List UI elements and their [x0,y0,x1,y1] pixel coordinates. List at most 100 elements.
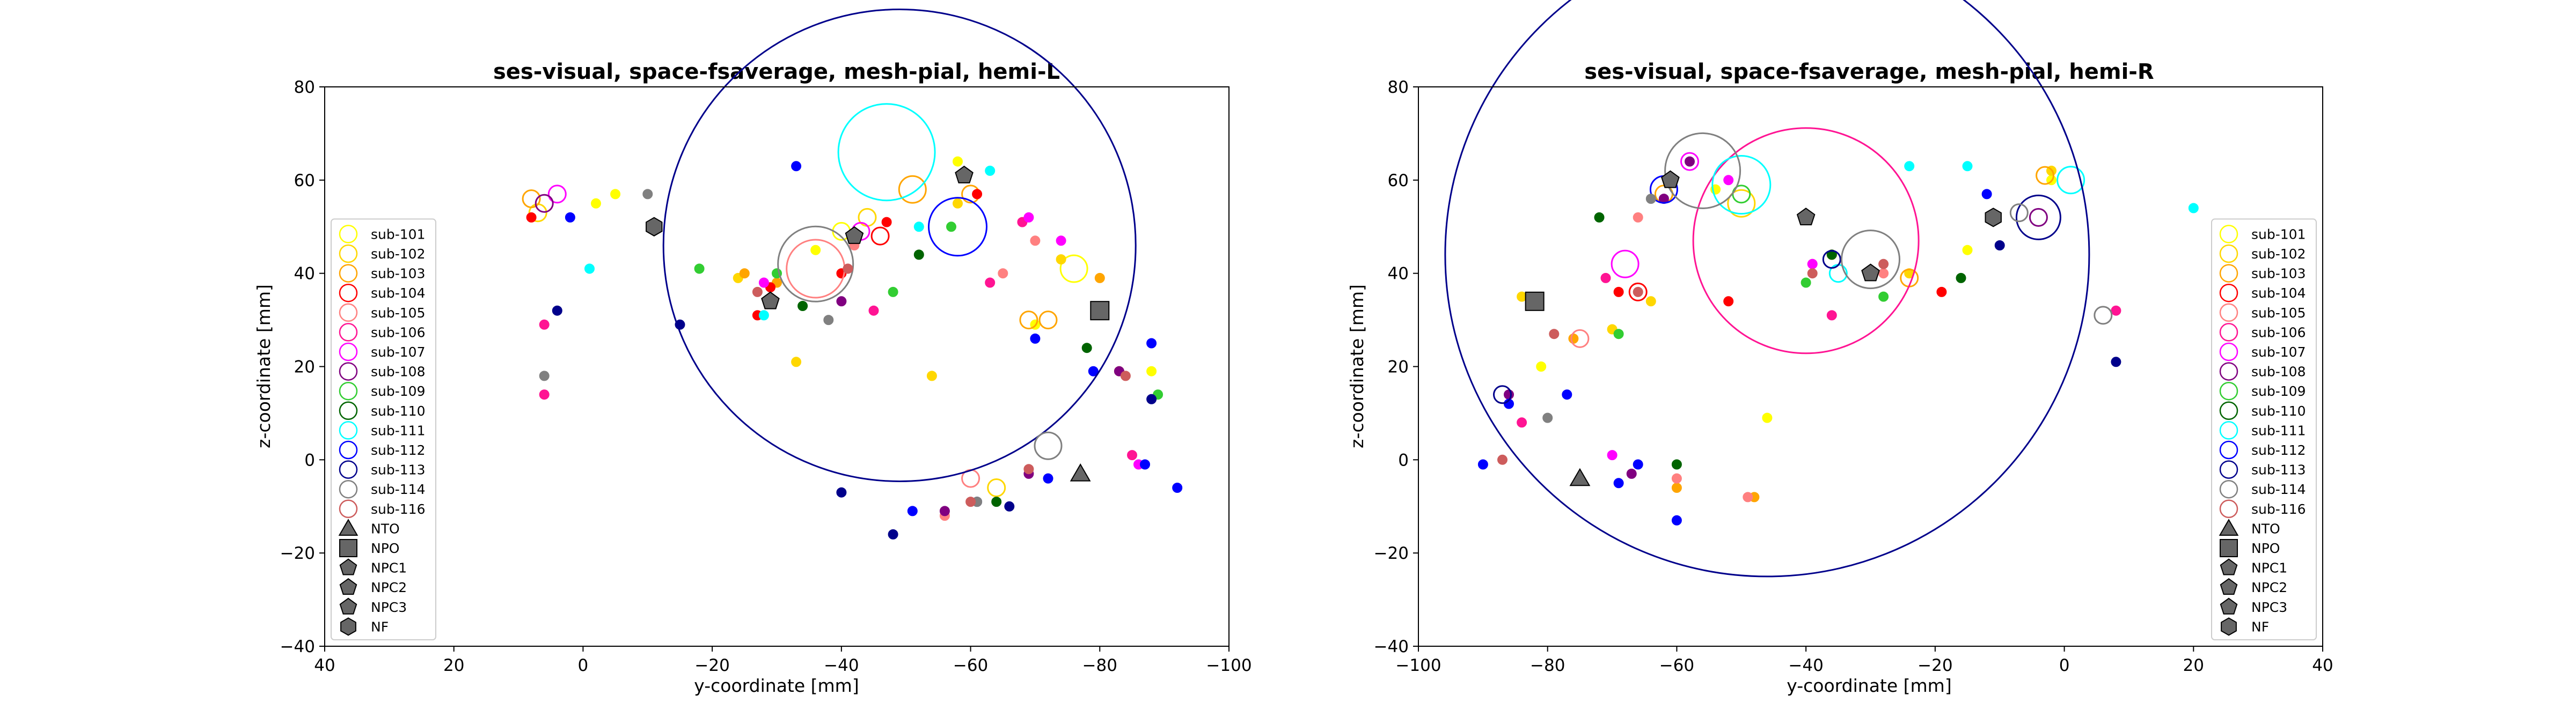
data-point-sub-101 [1059,254,1088,283]
data-point-sub-113 [1994,240,2005,250]
legend-swatch-sub-111 [2219,421,2238,440]
legend-swatch-sub-104 [339,283,358,302]
data-point-sub-113 [1493,385,1512,404]
data-point-sub-113 [662,9,1137,482]
x-tick-label: 0 [578,656,589,675]
legend-swatch-sub-110 [339,401,358,420]
marker-npc3 [955,165,974,183]
legend-label-sub-105: sub-105 [371,305,425,321]
data-point-sub-116 [1497,454,1507,465]
legend-swatch-sub-104 [2219,283,2238,302]
y-axis-label-left: z-coordinate [mm] [253,284,274,448]
data-point-sub-111 [2057,166,2085,195]
data-point-sub-107 [1023,212,1034,223]
legend-swatch-sub-114 [2219,479,2238,499]
data-point-sub-109 [1613,329,1624,339]
legend-right: sub-101 sub-102 sub-103 sub-104 sub-105 sub-1… [2211,218,2317,640]
legend-left: sub-101 sub-102 sub-103 sub-104 sub-105 sub-1… [331,218,436,640]
data-point-sub-101 [1536,361,1547,372]
x-tick-label: 40 [314,656,335,675]
x-tick-label: −80 [1082,656,1117,675]
data-point-sub-114 [777,225,854,302]
data-point-sub-114 [1664,132,1741,209]
data-point-sub-108 [2029,208,2048,227]
data-point-sub-109 [1801,277,1811,288]
data-point-sub-102 [987,478,1006,497]
legend-label-sub-116: sub-116 [2251,501,2306,517]
legend-label-sub-112: sub-112 [2251,442,2306,458]
data-point-sub-101 [591,198,601,209]
legend-swatch-sub-108 [2219,362,2238,381]
y-tick-label: −40 [280,637,315,656]
data-point-sub-116 [1807,268,1818,279]
data-point-sub-113 [552,305,562,316]
data-point-sub-112 [1477,459,1488,470]
data-point-sub-112 [1172,483,1183,493]
legend-swatch-sub-109 [2219,381,2238,401]
legend-swatch-sub-113 [2219,460,2238,479]
x-tick-label: −80 [1530,656,1565,675]
data-point-sub-114 [2009,203,2029,223]
legend-label-sub-116: sub-116 [371,501,425,517]
legend-swatch-npc2 [339,578,357,595]
legend-label-sub-101: sub-101 [2251,226,2306,242]
legend-label-npo: NPO [2251,541,2280,556]
legend-label-sub-112: sub-112 [371,442,425,458]
data-point-sub-101 [1962,245,1973,255]
chart-panel-right: ses-visual, space-fsaverage, mesh-pial, … [1346,0,2333,696]
data-point-sub-113 [1004,501,1015,512]
data-point-sub-108 [535,194,554,213]
data-point-sub-102 [953,198,963,209]
x-tick-label: −60 [953,656,988,675]
data-point-sub-108 [836,296,847,307]
legend-swatch-sub-102 [2219,244,2238,263]
data-point-sub-105 [998,268,1008,279]
data-point-sub-111 [985,165,996,176]
data-point-sub-110 [913,249,924,260]
legend-label-sub-102: sub-102 [2251,246,2306,262]
data-point-sub-106 [539,319,550,330]
data-point-sub-112 [1140,459,1150,470]
data-layer-right [1444,0,2199,578]
data-point-sub-110 [1826,249,1837,260]
legend-label-sub-108: sub-108 [2251,364,2306,380]
data-point-sub-112 [1613,478,1624,489]
data-point-sub-104 [1936,286,1947,297]
data-point-sub-102 [1727,189,1756,218]
legend-swatch-sub-116 [2219,499,2238,519]
data-point-sub-103 [739,268,750,279]
legend-swatch-sub-109 [339,381,358,401]
legend-label-npc3: NPC3 [2251,600,2287,615]
data-point-sub-104 [1613,286,1624,297]
legend-swatch-sub-107 [2219,342,2238,361]
data-point-sub-103 [2036,166,2054,185]
data-point-sub-108 [1626,468,1637,479]
data-point-sub-109 [888,286,898,297]
marker-npc1 [1796,208,1816,226]
data-point-sub-103 [522,189,541,209]
data-point-sub-114 [2094,306,2113,325]
legend-label-sub-101: sub-101 [371,226,425,242]
data-point-sub-110 [1956,272,1966,283]
legend-label-sub-103: sub-103 [2251,266,2306,282]
marker-nto [1569,468,1591,486]
data-point-sub-113 [675,319,685,330]
x-tick-label: −60 [1659,656,1694,675]
data-point-sub-112 [1562,389,1572,400]
data-point-sub-106 [539,389,550,400]
data-point-sub-103 [898,175,927,204]
data-point-sub-104 [1628,282,1648,301]
data-point-sub-112 [907,506,918,516]
legend-label-npc1: NPC1 [2251,560,2287,576]
marker-npc2 [761,291,780,309]
data-point-sub-107 [1807,258,1818,269]
data-point-sub-114 [1034,431,1063,460]
data-point-sub-106 [1692,127,1920,354]
y-axis-label-right: z-coordinate [mm] [1346,284,1367,448]
data-point-sub-110 [991,497,1002,507]
data-point-sub-116 [1120,371,1131,381]
legend-label-sub-111: sub-111 [371,423,425,438]
legend-label-sub-107: sub-107 [2251,344,2306,360]
data-point-sub-112 [1088,366,1099,376]
data-point-sub-101 [1146,366,1157,376]
